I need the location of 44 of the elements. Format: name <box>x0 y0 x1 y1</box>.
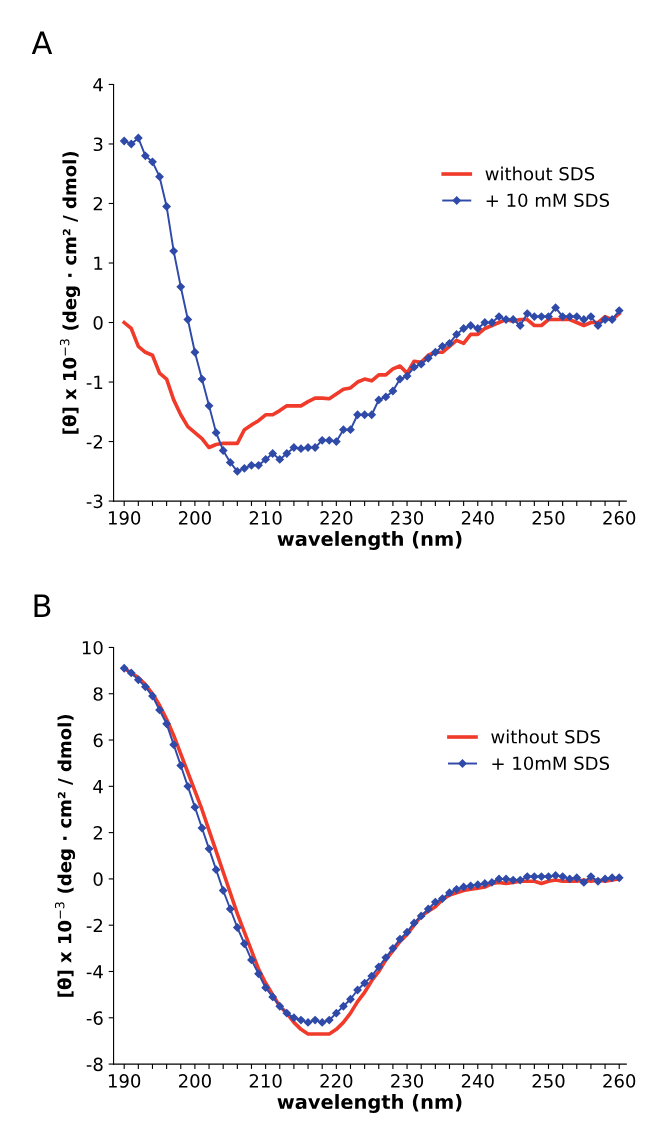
legend-label: + 10 mM SDS <box>486 193 610 208</box>
y-tick-label: -2 <box>86 918 103 933</box>
y-tick-label: 4 <box>93 78 103 92</box>
y-tick-label: 4 <box>93 780 103 794</box>
y-tick-label: 2 <box>93 196 103 211</box>
y-tick-label: 10 <box>82 640 103 655</box>
x-tick-label: 190 <box>108 1074 141 1088</box>
x-tick-label: 250 <box>532 511 565 525</box>
y-tick-label: -8 <box>86 1057 103 1072</box>
x-tick-label: 240 <box>461 511 494 525</box>
x-tick-label: 230 <box>391 511 424 525</box>
x-tick-label: 260 <box>603 511 636 525</box>
y-tick-label: -3 <box>86 494 103 509</box>
x-tick-label: 220 <box>320 511 353 525</box>
y-tick-label: -1 <box>86 375 103 389</box>
y-tick-label: 0 <box>93 315 103 330</box>
legend-label: without SDS <box>491 729 600 744</box>
x-axis-title: wavelength (nm) <box>277 1094 462 1114</box>
y-tick-label: 0 <box>93 872 103 887</box>
x-tick-label: 240 <box>461 1074 494 1088</box>
y-axis-title: [θ] x 10$^{−3}$ (deg · cm² / dmol) <box>59 151 81 434</box>
y-tick-label: 8 <box>93 687 103 701</box>
x-tick-label: 220 <box>320 1074 353 1088</box>
x-tick-label: 230 <box>391 1074 424 1088</box>
y-tick-label: -6 <box>86 1011 103 1025</box>
y-tick-label: -2 <box>86 435 103 449</box>
chart-title: B <box>34 594 51 617</box>
x-tick-label: 190 <box>108 511 141 525</box>
y-tick-label: -4 <box>86 965 103 979</box>
legend-label: without SDS <box>485 166 595 181</box>
chart-title: A <box>31 31 53 54</box>
x-tick-label: 200 <box>178 1074 211 1088</box>
x-tick-label: 210 <box>249 1074 282 1088</box>
legend-label: + 10mM SDS <box>492 756 610 771</box>
x-axis-title: wavelength (nm) <box>277 531 462 551</box>
y-tick-label: 3 <box>93 137 103 152</box>
x-tick-label: 210 <box>249 511 282 525</box>
x-tick-label: 260 <box>603 1074 636 1088</box>
y-tick-label: 1 <box>94 256 103 270</box>
y-tick-label: 2 <box>93 826 103 840</box>
y-axis-title: [θ] x 10$^{−3}$ (deg · cm² / dmol) <box>54 714 76 997</box>
x-tick-label: 250 <box>532 1074 565 1088</box>
x-tick-label: 200 <box>178 511 211 525</box>
y-tick-label: 6 <box>93 733 103 748</box>
